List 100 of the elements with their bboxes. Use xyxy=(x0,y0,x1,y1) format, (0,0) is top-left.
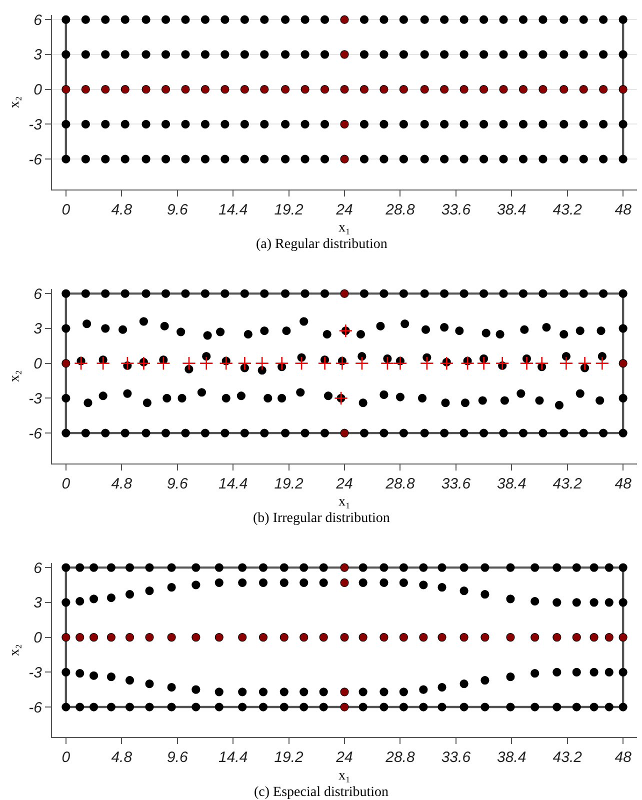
point xyxy=(62,120,70,129)
point xyxy=(320,85,330,94)
point xyxy=(125,563,134,572)
point xyxy=(192,580,200,590)
point xyxy=(197,388,206,397)
point xyxy=(419,563,428,572)
point xyxy=(200,15,210,24)
point xyxy=(572,702,581,712)
x-tick-label: 48 xyxy=(614,749,632,766)
point xyxy=(176,328,186,336)
point xyxy=(538,15,548,24)
point xyxy=(156,356,170,370)
point xyxy=(618,668,628,676)
point xyxy=(358,688,368,696)
point xyxy=(145,679,154,688)
point xyxy=(538,50,548,59)
point xyxy=(399,632,408,642)
point xyxy=(358,578,368,587)
point xyxy=(340,85,349,94)
point xyxy=(340,578,349,587)
point xyxy=(220,289,230,298)
point xyxy=(399,428,408,438)
point xyxy=(618,154,628,164)
point xyxy=(440,356,454,370)
point xyxy=(340,15,349,24)
point xyxy=(214,702,224,712)
x-tick-label: 4.8 xyxy=(111,201,133,218)
point xyxy=(142,154,150,164)
point xyxy=(101,428,110,438)
point xyxy=(300,702,308,712)
point xyxy=(142,289,150,298)
point xyxy=(399,15,408,24)
point xyxy=(460,356,474,370)
point xyxy=(274,356,289,370)
point xyxy=(62,324,70,333)
point xyxy=(167,583,176,592)
x-tick-label: 9.6 xyxy=(166,201,188,218)
point xyxy=(618,563,628,572)
point xyxy=(101,154,110,164)
point xyxy=(160,322,169,330)
point xyxy=(440,15,449,24)
y-tick-label: -3 xyxy=(28,664,43,682)
point xyxy=(258,702,268,712)
point xyxy=(192,632,200,642)
point xyxy=(181,120,190,129)
text: (a) Regular distribution xyxy=(256,237,388,252)
point xyxy=(399,563,408,572)
point xyxy=(572,598,581,607)
point xyxy=(479,289,488,298)
point xyxy=(399,154,408,164)
point xyxy=(62,154,70,164)
point xyxy=(281,428,290,438)
y-tick-label: 6 xyxy=(34,12,43,29)
point xyxy=(559,356,574,370)
point xyxy=(62,359,70,368)
point xyxy=(161,15,170,24)
point xyxy=(101,85,110,94)
point xyxy=(419,685,428,694)
point xyxy=(282,326,291,336)
point xyxy=(419,702,428,712)
x-tick-label: 28.8 xyxy=(384,749,416,766)
point xyxy=(62,563,70,572)
point xyxy=(280,702,288,712)
point xyxy=(240,120,249,129)
point xyxy=(82,319,92,328)
point xyxy=(260,50,269,59)
point xyxy=(399,702,408,712)
point xyxy=(81,289,90,298)
point xyxy=(440,154,449,164)
point xyxy=(240,50,249,59)
point xyxy=(120,154,130,164)
point xyxy=(360,50,369,59)
x-tick-label: 0 xyxy=(62,475,71,492)
x-tick-label: 48 xyxy=(614,475,632,492)
point xyxy=(101,50,110,59)
y-tick-label: 6 xyxy=(34,560,43,577)
point xyxy=(334,391,348,406)
point xyxy=(479,15,488,24)
point xyxy=(145,563,154,572)
point xyxy=(538,85,548,94)
point xyxy=(530,563,540,572)
point xyxy=(240,428,249,438)
point xyxy=(145,586,154,596)
point xyxy=(281,15,290,24)
point xyxy=(335,356,350,370)
point xyxy=(62,428,70,438)
x-axis-title: x₁ xyxy=(338,494,350,510)
point xyxy=(360,120,369,129)
point xyxy=(142,85,150,94)
point xyxy=(604,668,614,676)
point xyxy=(618,85,628,94)
point xyxy=(618,632,628,642)
x-tick-label: 43.2 xyxy=(552,749,583,766)
point xyxy=(192,563,200,572)
point xyxy=(318,356,332,370)
point xyxy=(400,319,410,328)
point xyxy=(530,632,540,642)
point xyxy=(358,352,366,361)
point xyxy=(136,356,151,370)
point xyxy=(476,356,491,370)
